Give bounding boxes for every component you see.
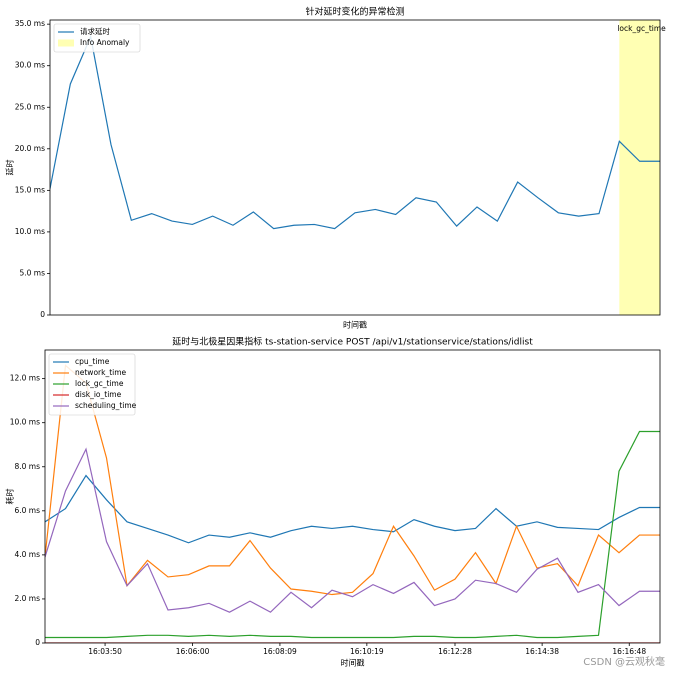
chart-title: 针对延时变化的异常检测 [305,6,404,18]
y-tick-label: 0 [35,638,40,647]
y-axis-label: 耗时 [5,489,15,505]
axes-frame [49,19,661,316]
legend-label: scheduling_time [75,401,137,410]
x-tick-label: 16:03:50 [88,647,122,656]
y-tick-label: 20.0 ms [15,144,45,153]
y-tick-label: 15.0 ms [15,185,45,194]
series-line [50,34,660,230]
legend-box [48,353,136,416]
y-tick-label: 35.0 ms [15,19,45,28]
y-tick-label: 2.0 ms [14,594,40,603]
series-line [45,474,660,544]
anomaly-label: lock_gc_time [617,24,666,33]
y-tick-label: 4.0 ms [14,550,40,559]
anomaly-span [619,20,660,315]
x-tick-label: 16:06:00 [176,647,210,656]
y-axis-label: 延时 [5,160,15,176]
x-tick-label: 16:08:09 [263,647,297,656]
legend-label: 请求延时 [80,26,110,36]
y-tick-label: 12.0 ms [10,374,40,383]
watermark: CSDN @云观秋毫 [583,655,665,668]
axes-frame [44,349,661,644]
y-tick-label: 10.0 ms [10,418,40,427]
legend-box [53,23,141,53]
series-line [45,364,660,596]
y-tick-label: 5.0 ms [19,268,45,277]
legend-label: disk_io_time [75,390,122,399]
chart-title: 延时与北极星因果指标 ts-station-service POST /api/… [172,336,533,348]
legend-swatch [58,39,74,47]
legend-label: network_time [75,368,127,377]
legend-label: lock_gc_time [75,379,124,388]
series-line [45,430,660,639]
x-tick-label: 16:14:38 [525,647,559,656]
y-tick-label: 30.0 ms [15,61,45,70]
x-axis-label: 时间戳 [343,320,367,330]
x-tick-label: 16:12:28 [438,647,472,656]
plot-area [45,364,660,643]
legend-label: cpu_time [75,357,110,366]
y-tick-label: 6.0 ms [14,506,40,515]
series-line [45,447,660,613]
y-tick-label: 0 [40,310,45,319]
plot-area [50,20,660,315]
legend-label: Info Anomaly [80,38,130,47]
x-tick-label: 16:16:48 [612,647,646,656]
x-tick-label: 16:10:19 [350,647,384,656]
y-tick-label: 10.0 ms [15,227,45,236]
y-tick-label: 8.0 ms [14,462,40,471]
x-axis-label: 时间戳 [341,658,365,668]
y-tick-label: 25.0 ms [15,102,45,111]
